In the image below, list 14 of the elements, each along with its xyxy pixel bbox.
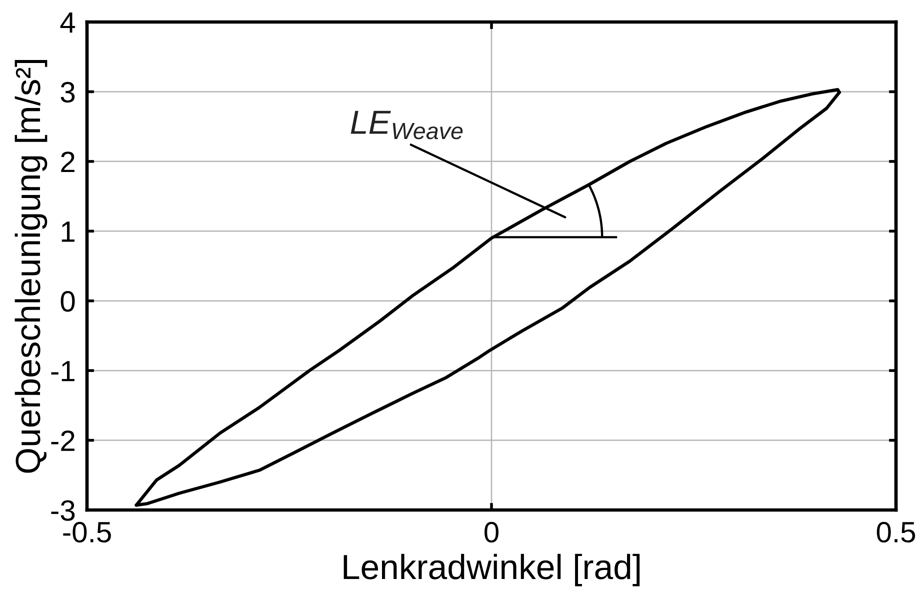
y-axis-title: Querbeschleunigung [m/s²] (14, 60, 48, 473)
y-tick-label: 4 (60, 12, 76, 33)
y-tick-label: 1 (62, 222, 74, 242)
x-axis-title: Lenkradwinkel [rad] (344, 554, 640, 586)
y-tick-label: -3 (51, 500, 75, 521)
x-tick-label: 0 (484, 522, 498, 543)
y-tick-label: 2 (61, 152, 74, 172)
x-tick-label: -0.5 (63, 522, 111, 543)
y-tick-label: -1 (51, 361, 74, 382)
x-tick-label: 0.5 (876, 522, 916, 543)
annotation: LE$_{Weave}$ (350, 110, 463, 140)
y-tick-label: 3 (60, 82, 75, 103)
y-tick-label: -2 (51, 430, 74, 451)
y-tick-label: 0 (60, 291, 75, 312)
